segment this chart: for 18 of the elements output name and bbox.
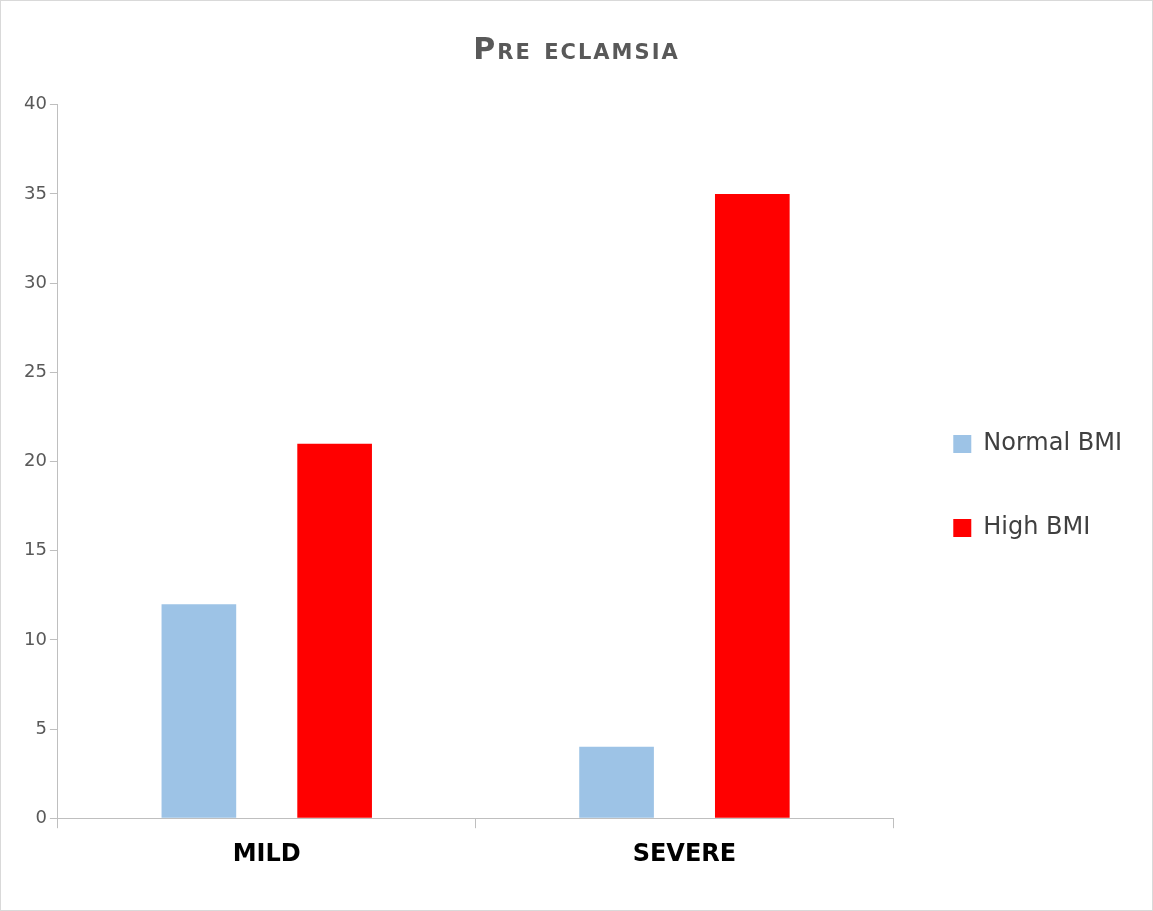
y-tick-label: 10 [24,627,47,649]
x-tick-label: MILD [232,838,301,867]
y-tick-label: 30 [24,270,47,292]
legend-label: Normal BMI [983,428,1122,457]
y-tick-label: 0 [35,805,47,827]
y-tick-label: 5 [35,716,47,738]
y-tick-label: 40 [24,92,47,114]
bar [714,193,790,818]
y-tick-label: 35 [24,181,47,203]
bar [579,746,654,818]
bar [297,443,372,818]
y-tick-label: 20 [24,449,47,471]
x-tick-label: SEVERE [632,838,737,867]
y-tick-label: 15 [24,538,47,560]
chart-title: Pre eclamsia [472,31,681,66]
y-tick-label: 25 [24,360,47,381]
bar [161,604,237,818]
legend-label: High BMI [983,512,1091,541]
